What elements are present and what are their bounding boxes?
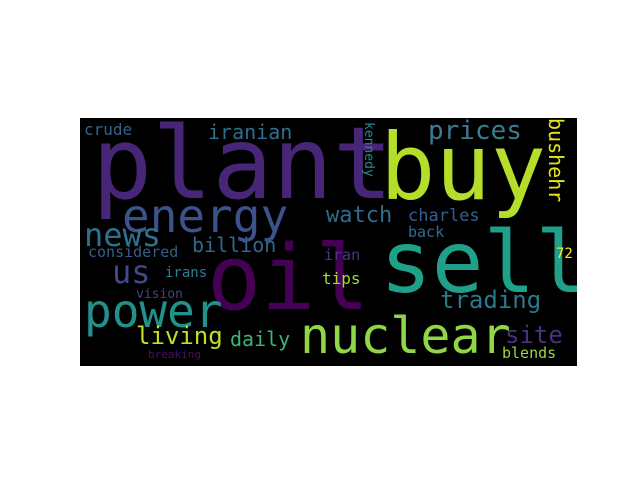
word-vision: vision [136, 287, 183, 302]
word-energy: energy [122, 189, 289, 243]
word-news: news [84, 216, 162, 254]
word-trading: trading [440, 286, 542, 314]
word-buy: buy [380, 118, 547, 221]
word-oil: oil [207, 226, 370, 331]
word-daily: daily [230, 327, 291, 351]
word-living: living [136, 322, 223, 350]
word-bushehr: bushehr [544, 118, 568, 203]
word-back: back [408, 223, 445, 241]
word-tips: tips [322, 269, 361, 288]
word-power: power [84, 284, 223, 338]
word-iran: iran [324, 246, 361, 264]
word-iranian: iranian [208, 120, 293, 144]
word-72: 72 [556, 246, 573, 262]
word-considered: considered [88, 243, 179, 261]
word-kennedy: kennedy [361, 122, 376, 177]
word-billion: billion [192, 233, 277, 257]
word-watch: watch [326, 203, 393, 228]
word-irans: irans [165, 265, 208, 281]
word-blends: blends [502, 344, 557, 362]
word-us: us [112, 253, 151, 291]
word-charles: charles [408, 206, 480, 226]
word-prices: prices [428, 118, 522, 146]
word-site: site [505, 321, 563, 349]
word-cloud: plant buy oil sell nuclear energy power … [80, 118, 577, 366]
word-nuclear: nuclear [300, 307, 511, 365]
word-plant: plant [92, 118, 394, 222]
word-breaking: breaking [148, 348, 201, 361]
word-sell: sell [380, 213, 577, 313]
word-crude: crude [84, 120, 133, 139]
